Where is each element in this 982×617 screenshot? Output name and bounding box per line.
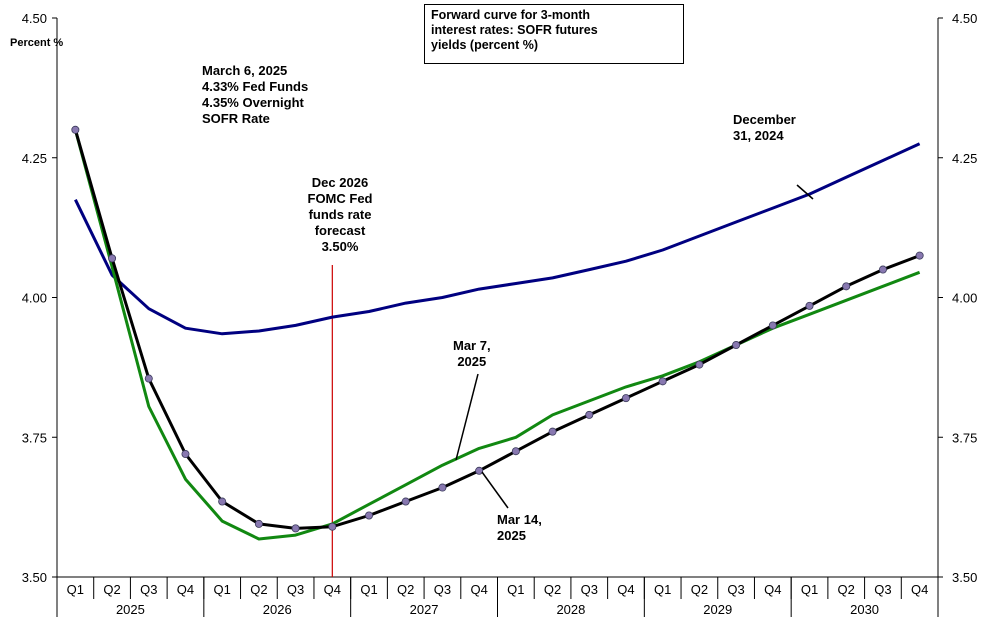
y-tick-label-right: 3.50 [952, 570, 977, 585]
y-tick-label-left: 3.50 [22, 570, 47, 585]
x-quarter-label: Q3 [140, 582, 157, 597]
mar7-label: Mar 7, 2025 [453, 338, 491, 370]
mar14-2025-line [73, 129, 921, 530]
mar14-point [401, 497, 410, 506]
fomc-line-3: funds rate [308, 207, 372, 222]
mar14-point [511, 447, 520, 456]
rates-line-3: 4.35% Overnight [202, 95, 304, 110]
fomc-annotation: Dec 2026 FOMC Fed funds rate forecast 3.… [285, 175, 395, 255]
x-year-label: 2026 [263, 602, 292, 617]
mar14-point [438, 483, 447, 492]
fomc-line-2: FOMC Fed [307, 191, 373, 206]
y-tick-label-left: 4.00 [22, 291, 47, 306]
mar14-label-leader [481, 471, 509, 509]
mar14-point [732, 341, 741, 350]
mar14-point [71, 125, 80, 134]
x-quarter-label: Q2 [250, 582, 267, 597]
mar14-point [328, 522, 337, 531]
x-year-label: 2029 [703, 602, 732, 617]
fomc-line-4: forecast [314, 223, 366, 238]
fomc-line-1: Dec 2026 [311, 175, 369, 190]
x-quarter-label: Q2 [103, 582, 120, 597]
mar14-point [365, 511, 374, 520]
title-line-1: Forward curve for 3-month [431, 8, 591, 22]
rates-line-2: 4.33% Fed Funds [202, 79, 309, 94]
x-quarter-label: Q4 [764, 582, 781, 597]
mar14-point [548, 427, 557, 436]
x-quarter-label: Q3 [287, 582, 304, 597]
x-year-label: 2025 [116, 602, 145, 617]
y-tick-label-right: 4.25 [952, 151, 977, 166]
fomc-line-5: 3.50% [321, 239, 359, 254]
x-quarter-label: Q1 [214, 582, 231, 597]
x-quarter-label: Q2 [544, 582, 561, 597]
mar14-point [658, 377, 667, 386]
y-tick-label-right: 4.00 [952, 291, 977, 306]
x-quarter-label: Q1 [67, 582, 84, 597]
dec-label-leader [796, 184, 814, 200]
mar14-label: Mar 14, 2025 [497, 512, 542, 544]
rates-line-4: SOFR Rate [202, 111, 270, 126]
mar14-point [768, 321, 777, 330]
x-year-label: 2030 [850, 602, 879, 617]
x-quarter-label: Q3 [434, 582, 451, 597]
mar14-point [695, 360, 704, 369]
mar14-point [475, 466, 484, 475]
x-quarter-label: Q2 [838, 582, 855, 597]
mar14-point [842, 282, 851, 291]
x-quarter-label: Q4 [617, 582, 634, 597]
mar7-label-line-1: Mar 7, [453, 338, 491, 353]
mar14-point [291, 524, 300, 533]
x-quarter-label: Q3 [874, 582, 891, 597]
x-year-label: 2027 [410, 602, 439, 617]
y-axis-label: Percent % [10, 37, 64, 49]
x-quarter-label: Q3 [727, 582, 744, 597]
x-year-label: 2028 [556, 602, 585, 617]
x-quarter-label: Q4 [324, 582, 341, 597]
y-tick-label-right: 4.50 [952, 11, 977, 26]
dec-2024-line [74, 142, 921, 336]
mar14-label-line-2: 2025 [497, 528, 526, 543]
title-line-2: interest rates: SOFR futures [431, 23, 598, 37]
x-quarter-label: Q2 [397, 582, 414, 597]
mar14-point [218, 497, 227, 506]
mar14-point [108, 254, 117, 263]
dec-label-line-2: 31, 2024 [733, 128, 784, 143]
mar14-point [805, 301, 814, 310]
mar14-point [621, 394, 630, 403]
mar14-point [585, 410, 594, 419]
mar14-point [181, 450, 190, 459]
mar7-label-leader [455, 373, 479, 461]
mar7-label-line-2: 2025 [457, 354, 487, 369]
mar14-point [878, 265, 887, 274]
y-tick-label-left: 4.50 [22, 11, 47, 26]
mar14-label-line-1: Mar 14, [497, 512, 542, 527]
title-line-3: yields (percent %) [431, 38, 538, 52]
mar14-point [254, 519, 263, 528]
y-tick-label-left: 3.75 [22, 430, 47, 445]
mar14-point [915, 251, 924, 260]
rates-line-1: March 6, 2025 [202, 63, 288, 78]
y-tick-label-left: 4.25 [22, 151, 47, 166]
x-quarter-label: Q4 [470, 582, 487, 597]
chart-title-box: Forward curve for 3-month interest rates… [424, 4, 684, 64]
dec-2024-label: December 31, 2024 [733, 112, 796, 144]
x-quarter-label: Q4 [177, 582, 194, 597]
x-quarter-label: Q1 [654, 582, 671, 597]
rates-annotation: March 6, 2025 4.33% Fed Funds 4.35% Over… [202, 63, 308, 127]
x-quarter-label: Q1 [360, 582, 377, 597]
x-quarter-label: Q2 [691, 582, 708, 597]
x-quarter-label: Q1 [507, 582, 524, 597]
mar14-point [144, 374, 153, 383]
x-quarter-label: Q4 [911, 582, 928, 597]
y-tick-label-right: 3.75 [952, 430, 977, 445]
x-quarter-label: Q1 [801, 582, 818, 597]
x-quarter-label: Q3 [581, 582, 598, 597]
dec-label-line-1: December [733, 112, 796, 127]
mar7-2025-line [73, 129, 921, 541]
